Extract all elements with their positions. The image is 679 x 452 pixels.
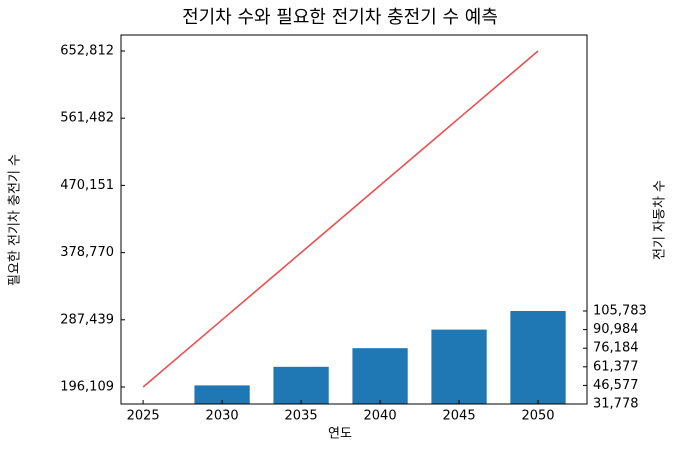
y-tick-label: 561,482	[60, 111, 114, 126]
y-axis-label: 필요한 전기차 충전기 수	[8, 154, 23, 286]
x-tick-label: 2050	[521, 409, 554, 424]
y-tick-label: 196,109	[60, 379, 114, 394]
bar	[273, 366, 329, 404]
bar	[194, 385, 250, 404]
x-tick-label: 2025	[127, 409, 160, 424]
x-tick-label: 2035	[285, 409, 318, 424]
y2-tick-label: 31,778	[593, 397, 639, 412]
bar	[510, 310, 566, 404]
y-tick-label: 378,770	[60, 245, 114, 260]
y2-tick-label: 76,184	[593, 341, 639, 356]
chart-title: 전기차 수와 필요한 전기차 충전기 수 예측	[182, 7, 498, 28]
y-tick-label: 287,439	[60, 312, 114, 327]
y2-tick-label: 90,984	[593, 322, 639, 337]
y2-tick-label: 46,577	[593, 378, 639, 393]
line	[142, 50, 539, 388]
y-tick-label: 470,151	[60, 178, 114, 193]
x-tick-label: 2030	[206, 409, 239, 424]
bar	[431, 329, 487, 404]
bar	[352, 348, 408, 404]
y2-tick-label: 61,377	[593, 359, 639, 374]
x-axis-label: 연도	[328, 427, 352, 442]
plot-frame	[120, 34, 588, 405]
x-tick-label: 2040	[364, 409, 397, 424]
x-tick-label: 2045	[443, 409, 476, 424]
y2-axis-label: 전기 자동차 수	[653, 180, 668, 260]
y2-tick-label: 105,783	[593, 303, 647, 318]
y-tick-label: 652,812	[60, 44, 114, 59]
